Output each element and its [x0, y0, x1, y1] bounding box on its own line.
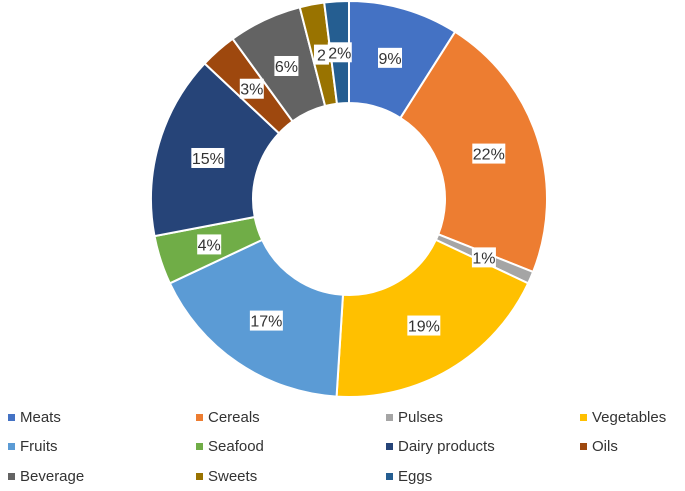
- legend-label: Oils: [592, 437, 618, 455]
- legend: Meats Cereals Pulses Vegetables Fruits S…: [0, 404, 685, 491]
- legend-label: Meats: [20, 408, 61, 426]
- data-label-box: [197, 234, 222, 255]
- legend-label: Dairy products: [398, 437, 495, 455]
- data-label-meats: 9%: [378, 47, 403, 68]
- data-label-cereals: 22%: [472, 143, 506, 164]
- legend-item-dairy-products: Dairy products: [386, 435, 495, 457]
- data-label-beverage: 6%: [274, 55, 299, 76]
- legend-label: Eggs: [398, 467, 433, 485]
- data-label-oils: 3%: [239, 78, 264, 99]
- data-label-dairy-products: 15%: [191, 147, 225, 168]
- legend-item-cereals: Cereals: [196, 406, 260, 428]
- legend-label: Cereals: [208, 408, 260, 426]
- data-label-box: [239, 78, 264, 99]
- legend-swatch: [8, 442, 15, 450]
- data-label-box: [407, 315, 441, 336]
- legend-label: Seafood: [208, 437, 264, 455]
- legend-label: Beverage: [20, 467, 85, 485]
- legend-item-seafood: Seafood: [196, 435, 264, 457]
- data-label-text: 15%: [192, 151, 224, 168]
- legend-item-vegetables: Vegetables: [580, 406, 666, 428]
- data-label-box: [313, 44, 329, 65]
- data-label-box: [327, 42, 352, 63]
- data-label-seafood: 4%: [197, 234, 222, 255]
- data-label-text: 1%: [472, 250, 495, 267]
- legend-item-oils: Oils: [580, 435, 618, 457]
- legend-item-beverage: Beverage: [8, 465, 84, 487]
- legend-swatch: [580, 442, 587, 450]
- legend-item-fruits: Fruits: [8, 435, 58, 457]
- data-label-fruits: 17%: [249, 310, 283, 331]
- data-label-box: [471, 247, 496, 268]
- data-label-box: [249, 310, 283, 331]
- legend-swatch: [8, 413, 15, 421]
- legend-swatch: [386, 413, 393, 421]
- legend-swatch: [196, 442, 203, 450]
- legend-swatch: [196, 413, 203, 421]
- data-labels: 9% 22% 1% 19% 17% 4% 15% 3% 6% 2 2%: [191, 42, 506, 336]
- data-label-text: 3%: [240, 82, 263, 99]
- data-label-text: 19%: [408, 319, 440, 336]
- data-label-text: 9%: [378, 51, 401, 68]
- legend-label: Vegetables: [592, 408, 667, 426]
- data-label-sweets: 2: [313, 44, 329, 65]
- legend-label: Fruits: [20, 437, 58, 455]
- legend-item-meats: Meats: [8, 406, 61, 428]
- data-label-pulses: 1%: [471, 247, 496, 268]
- legend-label: Pulses: [398, 408, 444, 426]
- data-label-text: 2: [317, 48, 326, 65]
- data-label-text: 22%: [473, 147, 505, 164]
- data-label-text: 4%: [198, 237, 221, 254]
- data-label-text: 6%: [275, 59, 298, 76]
- legend-label: Sweets: [208, 467, 258, 485]
- legend-item-sweets: Sweets: [196, 465, 257, 487]
- legend-item-pulses: Pulses: [386, 406, 443, 428]
- data-label-vegetables: 19%: [407, 315, 441, 336]
- data-label-box: [378, 47, 403, 68]
- legend-item-eggs: Eggs: [386, 465, 432, 487]
- legend-swatch: [386, 472, 393, 480]
- data-label-box: [274, 55, 299, 76]
- donut-chart: 9% 22% 1% 19% 17% 4% 15% 3% 6% 2 2%: [150, 0, 548, 398]
- data-label-box: [472, 143, 506, 164]
- legend-swatch: [580, 413, 587, 421]
- data-label-text: 2%: [328, 45, 351, 62]
- data-label-box: [191, 147, 225, 168]
- legend-swatch: [386, 442, 393, 450]
- legend-swatch: [8, 472, 15, 480]
- data-label-eggs: 2%: [327, 42, 352, 63]
- legend-swatch: [196, 472, 203, 480]
- data-label-text: 17%: [250, 314, 282, 331]
